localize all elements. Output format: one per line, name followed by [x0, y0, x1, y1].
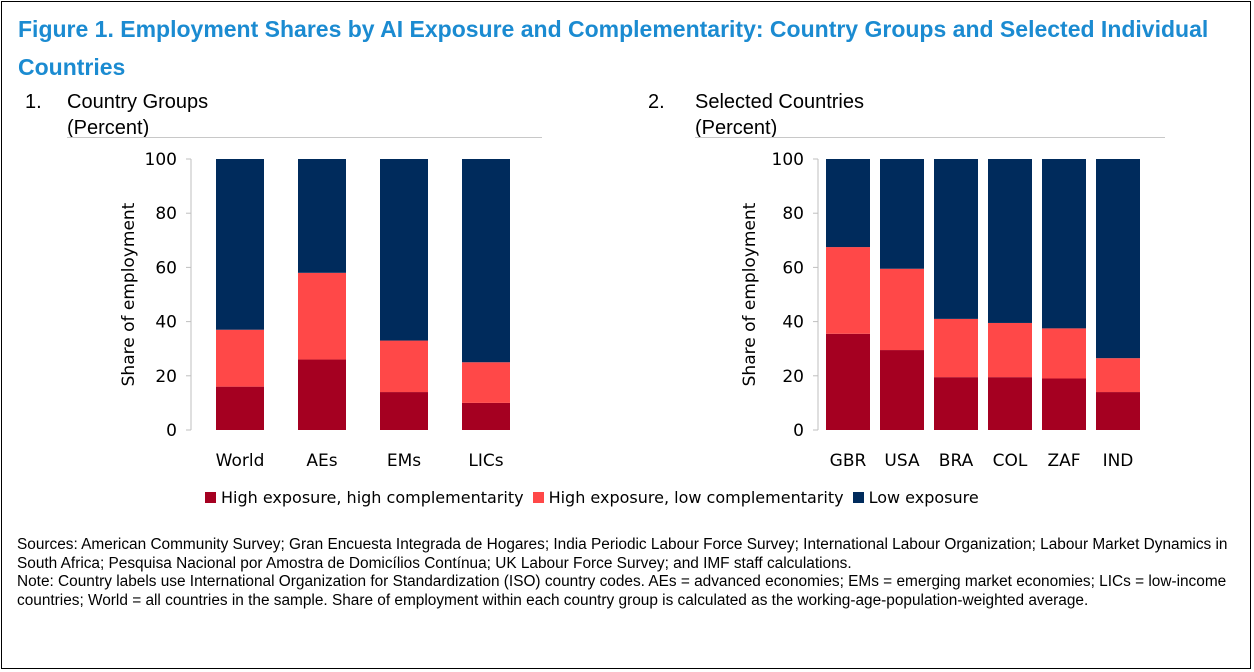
- legend-item-high-low: High exposure, low complementarity: [532, 487, 844, 507]
- bar-countries-bra-series-3: [934, 159, 978, 319]
- panel-2-unit: (Percent): [695, 117, 778, 139]
- bar-countries-bra-series-1: [934, 377, 978, 430]
- bar-countries-usa-series-1: [880, 350, 924, 430]
- bar-groups-lics-series-1: [462, 402, 510, 430]
- panel-1-title: Country Groups: [67, 91, 209, 113]
- x-tick-label-countries: BRA: [939, 451, 974, 471]
- panel-1-unit: (Percent): [67, 117, 150, 139]
- y-tick-label-countries: 80: [782, 204, 804, 224]
- bar-countries-zaf-series-1: [1042, 378, 1086, 430]
- y-axis-title-countries: Share of employment: [740, 202, 760, 386]
- y-tick-label-countries: 0: [793, 421, 804, 441]
- legend-swatch: [532, 491, 544, 503]
- bar-countries-ind-series-3: [1096, 159, 1140, 359]
- bar-countries-gbr-series-2: [826, 247, 870, 334]
- panel-1-title-rule: [67, 137, 542, 138]
- x-tick-label-countries: COL: [993, 451, 1028, 471]
- y-tick-label-countries: 20: [782, 367, 804, 387]
- bar-groups-aes-series-3: [298, 159, 346, 273]
- y-tick-label-countries: 40: [782, 313, 804, 333]
- y-tick-label-groups: 40: [155, 313, 177, 333]
- legend-item-high-high: High exposure, high complementarity: [205, 488, 524, 507]
- x-tick-label-countries: IND: [1103, 451, 1134, 471]
- bar-countries-ind-series-1: [1096, 392, 1140, 430]
- y-tick-label-groups: 60: [155, 258, 177, 278]
- bar-countries-zaf-series-3: [1042, 159, 1086, 329]
- chart-legend: High exposure, high complementarity High…: [205, 485, 988, 509]
- y-tick-label-countries: 60: [782, 258, 804, 278]
- panel-2-title-rule: [695, 137, 1165, 138]
- bar-countries-gbr-series-1: [826, 333, 870, 430]
- bar-groups-world-series-3: [216, 159, 264, 330]
- panel-2-number: 2.: [648, 91, 665, 113]
- y-tick-label-groups: 100: [145, 150, 177, 170]
- bar-groups-world-series-2: [216, 329, 264, 387]
- bar-countries-zaf-series-2: [1042, 328, 1086, 379]
- y-tick-label-groups: 0: [166, 421, 177, 441]
- bar-countries-col-series-1: [988, 377, 1032, 430]
- x-tick-label-countries: USA: [884, 451, 920, 471]
- x-tick-label-countries: ZAF: [1047, 451, 1080, 471]
- bar-groups-aes-series-2: [298, 272, 346, 360]
- bar-countries-col-series-2: [988, 322, 1032, 378]
- y-tick-label-groups: 20: [155, 367, 177, 387]
- bar-groups-ems-series-2: [380, 340, 428, 393]
- bar-countries-ind-series-2: [1096, 358, 1140, 393]
- panel-2-title: Selected Countries: [695, 91, 864, 113]
- bar-groups-lics-series-3: [462, 159, 510, 363]
- sources-text: Sources: American Community Survey; Gran…: [17, 536, 1228, 572]
- x-tick-label-groups: World: [216, 451, 265, 471]
- bar-countries-usa-series-3: [880, 159, 924, 269]
- bar-countries-gbr-series-3: [826, 159, 870, 248]
- x-tick-label-countries: GBR: [830, 451, 867, 471]
- legend-swatch: [205, 491, 216, 503]
- bar-countries-usa-series-2: [880, 268, 924, 351]
- x-tick-label-groups: AEs: [306, 451, 337, 471]
- notes-block: Sources: American Community Survey; Gran…: [17, 536, 1239, 610]
- figure-title: Figure 1. Employment Shares by AI Exposu…: [18, 16, 1209, 80]
- bar-groups-ems-series-3: [380, 159, 428, 341]
- legend-swatch: [852, 491, 864, 503]
- bar-groups-ems-series-1: [380, 392, 428, 430]
- bar-countries-col-series-3: [988, 159, 1032, 323]
- legend-label: Low exposure: [868, 487, 979, 507]
- x-tick-label-groups: EMs: [387, 451, 421, 471]
- panel-1-number: 1.: [25, 91, 42, 113]
- bar-groups-world-series-1: [216, 386, 264, 430]
- legend-label: High exposure, high complementarity: [221, 487, 524, 507]
- y-axis-title-groups: Share of employment: [119, 202, 139, 386]
- bar-countries-bra-series-2: [934, 318, 978, 378]
- bar-groups-aes-series-1: [298, 359, 346, 430]
- legend-label: High exposure, low complementarity: [548, 487, 844, 507]
- legend-item-low: Low exposure: [852, 487, 979, 507]
- note-text: Note: Country labels use International O…: [17, 573, 1227, 609]
- x-tick-label-groups: LICs: [468, 451, 503, 471]
- bar-groups-lics-series-2: [462, 362, 510, 403]
- y-tick-label-countries: 100: [772, 150, 804, 170]
- y-tick-label-groups: 80: [155, 204, 177, 224]
